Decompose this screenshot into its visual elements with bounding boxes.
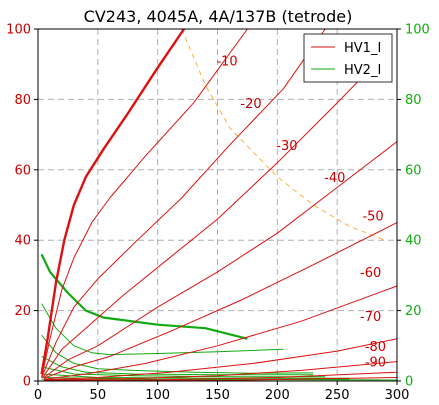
chart-title: CV243, 4045A, 4A/137B (tetrode) [84, 7, 353, 26]
axis-ticks: 0 50 100 150 200 250 3000204060801000204060801… [6, 23, 430, 404]
hv2-curve [40, 253, 248, 340]
x-tick-label: 200 [265, 388, 290, 403]
hv2-curve [41, 366, 326, 378]
y-tick-label: 20 [14, 304, 31, 319]
y-tick-label: 60 [14, 163, 31, 178]
grid [38, 29, 397, 381]
hv1-curve [43, 361, 398, 381]
hv1-curve [41, 28, 248, 378]
y2-tick-label: 60 [405, 163, 422, 178]
y-tick-label: 100 [6, 23, 31, 38]
y2-tick-label: 80 [405, 93, 422, 108]
curve-annotation: -40 [324, 171, 345, 186]
x-tick-label: 0 [34, 388, 42, 403]
hv1-curve [43, 285, 398, 380]
legend-label-hv2: HV2_I [344, 63, 381, 78]
y-tick-label: 40 [14, 234, 31, 249]
x-tick-label: 100 [145, 388, 170, 403]
hv1-curve [43, 338, 398, 381]
curve-annotation: -80 [365, 340, 386, 355]
legend-box [303, 33, 393, 83]
x-tick-label: 50 [90, 388, 107, 403]
curve-annotation: -30 [276, 139, 297, 154]
hv1-curve [43, 222, 398, 379]
curve-annotation: -90 [365, 356, 386, 371]
curve-annotation: -20 [240, 97, 261, 112]
curve-annotation: -50 [362, 210, 383, 225]
y2-tick-label: 40 [405, 234, 422, 249]
x-tick-label: 250 [325, 388, 350, 403]
legend-label-hv1: HV1_I [344, 41, 381, 56]
curve-annotation: -60 [360, 266, 381, 281]
hv2-curve [41, 303, 284, 356]
y-tick-label: 0 [23, 375, 31, 390]
hv2-curve [41, 334, 314, 374]
y2-tick-label: 20 [405, 304, 422, 319]
hv1-curve [43, 141, 398, 378]
x-tick-label: 300 [385, 388, 410, 403]
y2-tick-label: 0 [405, 375, 413, 390]
curve-annotation: -70 [360, 310, 381, 325]
curve-annotations: -10 -20 -30 -40 -50 -60 -70 -80-90 [216, 55, 386, 371]
y-tick-label: 80 [14, 93, 31, 108]
x-tick-label: 150 [205, 388, 230, 403]
curve-annotation: -10 [216, 55, 237, 70]
hv1-curve [40, 28, 185, 375]
y2-tick-label: 100 [405, 23, 430, 38]
hv1-curve [41, 28, 326, 378]
legend: HV1_I HV2_I [303, 33, 393, 83]
hv1-curve [42, 53, 386, 378]
